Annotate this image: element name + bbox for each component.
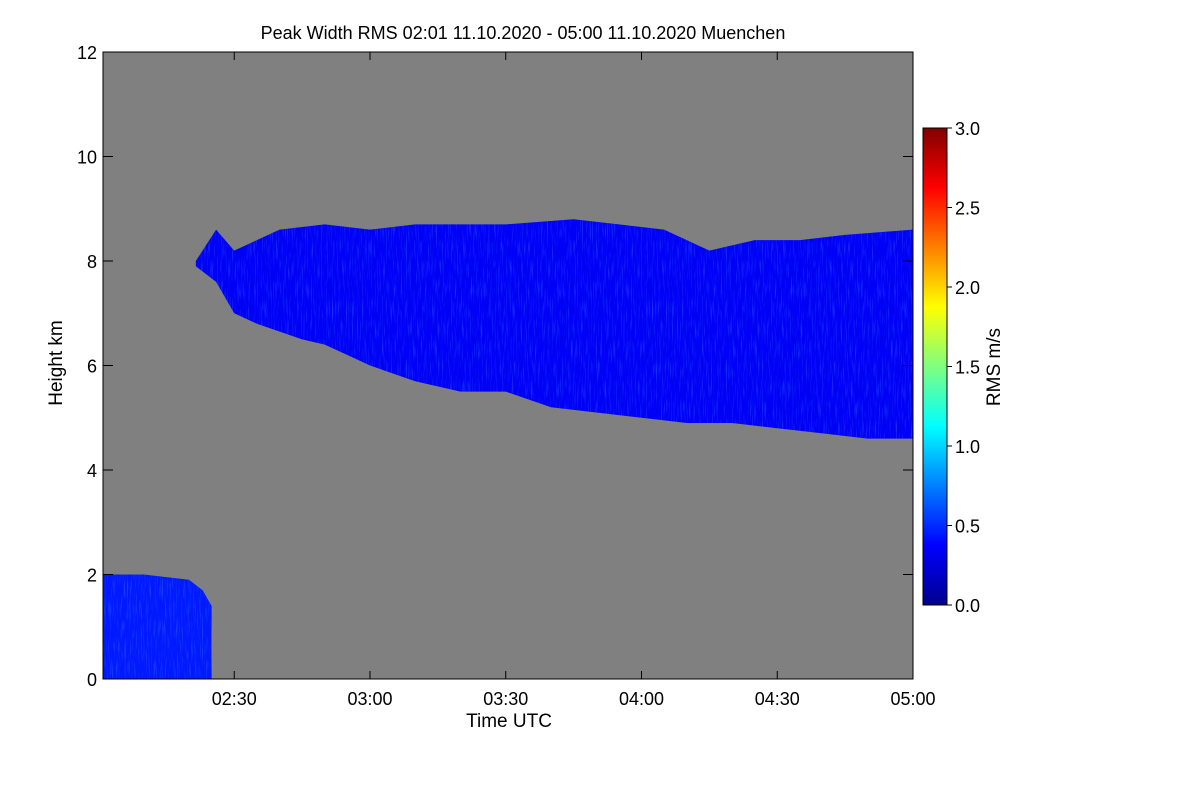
- y-axis-label: Height km: [46, 320, 67, 406]
- y-tick-label: 0: [87, 670, 97, 690]
- colorbar-tick-label: 2.0: [955, 278, 980, 298]
- y-tick-label: 10: [77, 148, 97, 168]
- y-axis-ticks: 0 2 4 6 8 10 12: [77, 43, 913, 690]
- y-tick-label: 6: [87, 357, 97, 377]
- x-tick-label: 04:00: [619, 689, 664, 709]
- colorbar-tick-label: 0.0: [955, 596, 980, 616]
- x-tick-label: 03:30: [483, 689, 528, 709]
- data-layer: [103, 219, 914, 679]
- colorbar-tick-label: 1.0: [955, 437, 980, 457]
- colorbar-label: RMS m/s: [984, 328, 1005, 406]
- colorbar-ticks: 0.0 0.5 1.0 1.5 2.0 2.5 3.0: [947, 119, 980, 616]
- chart-title: Peak Width RMS 02:01 11.10.2020 - 05:00 …: [261, 23, 786, 43]
- x-tick-label: 05:00: [890, 689, 935, 709]
- region-texture-upper-cloud-layer: [195, 219, 914, 439]
- colorbar-tick-label: 3.0: [955, 119, 980, 139]
- region-texture-boundary-layer: [103, 574, 212, 679]
- y-tick-label: 12: [77, 43, 97, 63]
- x-tick-label: 04:30: [755, 689, 800, 709]
- x-tick-label: 03:00: [347, 689, 392, 709]
- colorbar-tick-label: 1.5: [955, 358, 980, 378]
- colorbar: [922, 127, 948, 606]
- y-tick-label: 4: [87, 461, 97, 481]
- colorbar-tick-label: 2.5: [955, 199, 980, 219]
- y-tick-label: 8: [87, 252, 97, 272]
- y-tick-label: 2: [87, 566, 97, 586]
- x-axis-ticks: 02:30 03:00 03:30 04:00 04:30 05:00: [212, 52, 936, 709]
- x-axis-label: Time UTC: [466, 711, 552, 732]
- colorbar-tick-label: 0.5: [955, 517, 980, 537]
- x-tick-label: 02:30: [212, 689, 257, 709]
